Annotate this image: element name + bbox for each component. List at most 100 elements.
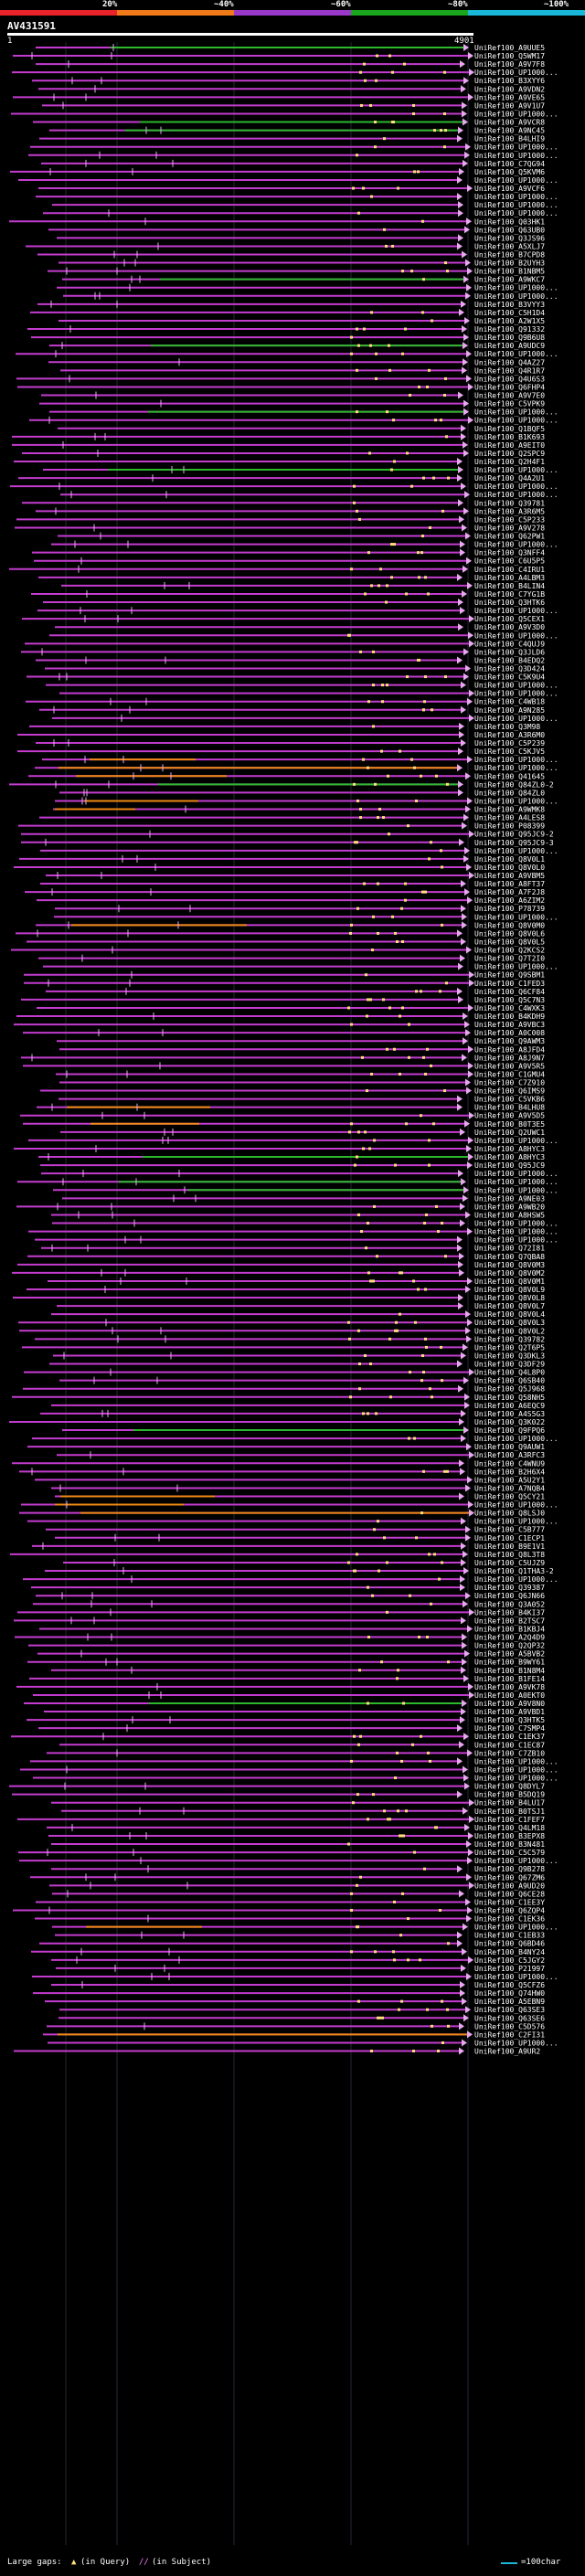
hit-label[interactable]: UniRef100_Q6ZQP4 (474, 1907, 545, 1915)
hit-label[interactable]: UniRef100_Q2KCS2 (474, 947, 545, 955)
hit-label[interactable]: UniRef100_B3XYY6 (474, 77, 545, 85)
hit-label[interactable]: UniRef100_Q3M98 (474, 723, 540, 731)
hit-label[interactable]: UniRef100_Q2H4F1 (474, 458, 545, 466)
hit-label[interactable]: UniRef100_A3R6M5 (474, 507, 545, 515)
hit-label[interactable]: UniRef100_C1FEF7 (474, 1816, 545, 1824)
hit-label[interactable]: UniRef100_Q6IMS9 (474, 1087, 545, 1096)
hit-label[interactable]: UniRef100_A6EQC9 (474, 1402, 545, 1410)
hit-label[interactable]: UniRef100_B4LHU8 (474, 1104, 545, 1112)
hit-label[interactable]: UniRef100_A8J9N7 (474, 1054, 545, 1062)
hit-label[interactable]: UniRef100_UP1000... (474, 1186, 558, 1194)
hit-label[interactable]: UniRef100_Q6JN66 (474, 1592, 545, 1600)
hit-label[interactable]: UniRef100_C4QUJ9 (474, 640, 545, 648)
hit-label[interactable]: UniRef100_UP1000... (474, 193, 558, 201)
hit-label[interactable]: UniRef100_UP1000... (474, 690, 558, 698)
hit-label[interactable]: UniRef100_UP1000... (474, 847, 558, 855)
hit-label[interactable]: UniRef100_Q58NH5 (474, 1394, 545, 1402)
hit-label[interactable]: UniRef100_A7F2J8 (474, 888, 545, 896)
hit-label[interactable]: UniRef100_Q95JC9-2 (474, 831, 554, 839)
hit-label[interactable]: UniRef100_C5UJZ9 (474, 1559, 545, 1567)
hit-label[interactable]: UniRef100_Q4AZ27 (474, 358, 545, 366)
hit-label[interactable]: UniRef100_A5BVB2 (474, 1650, 545, 1659)
hit-label[interactable]: UniRef100_UP1000... (474, 797, 558, 805)
hit-label[interactable]: UniRef100_Q1BQF5 (474, 425, 545, 433)
hit-label[interactable]: UniRef100_A9EIT0 (474, 441, 545, 450)
hit-label[interactable]: UniRef100_C1EC87 (474, 1741, 545, 1749)
hit-label[interactable]: UniRef100_A9V7F8 (474, 60, 545, 69)
hit-label[interactable]: UniRef100_Q3DKL3 (474, 1352, 545, 1360)
hit-label[interactable]: UniRef100_B0TSJ1 (474, 1807, 545, 1816)
hit-label[interactable]: UniRef100_Q5CY21 (474, 1493, 545, 1501)
hit-label[interactable]: UniRef100_C1EB33 (474, 1932, 545, 1940)
hit-label[interactable]: UniRef100_A9VDN2 (474, 85, 545, 93)
hit-label[interactable]: UniRef100_C7YG1B (474, 590, 545, 599)
hit-label[interactable]: UniRef100_Q9B6U8 (474, 334, 545, 342)
hit-label[interactable]: UniRef100_C2FI31 (474, 2030, 545, 2039)
hit-label[interactable]: UniRef100_UP1000... (474, 491, 558, 499)
hit-label[interactable]: UniRef100_Q6FHP4 (474, 383, 545, 391)
hit-label[interactable]: UniRef100_Q9AUW1 (474, 1443, 545, 1451)
hit-label[interactable]: UniRef100_A9VE65 (474, 93, 545, 101)
hit-label[interactable]: UniRef100_Q84ZL0 (474, 789, 545, 797)
hit-label[interactable]: UniRef100_Q8V0L1 (474, 855, 545, 864)
hit-label[interactable]: UniRef100_UP1000... (474, 963, 558, 971)
hit-label[interactable]: UniRef100_C1FED3 (474, 980, 545, 988)
hit-label[interactable]: UniRef100_C5C579 (474, 1849, 545, 1857)
hit-label[interactable]: UniRef100_UP1000... (474, 408, 558, 417)
hit-label[interactable]: UniRef100_C5JGY2 (474, 1956, 545, 1965)
hit-label[interactable]: UniRef100_Q2T6P5 (474, 1343, 545, 1352)
hit-label[interactable]: UniRef100_Q8V0M1 (474, 1277, 545, 1286)
hit-label[interactable]: UniRef100_UP1000... (474, 1178, 558, 1186)
hit-label[interactable]: UniRef100_A9UR2 (474, 2048, 540, 2056)
hit-label[interactable]: UniRef100_B4KI37 (474, 1608, 545, 1617)
hit-label[interactable]: UniRef100_B2UYH3 (474, 260, 545, 268)
hit-label[interactable]: UniRef100_B4NY24 (474, 1948, 545, 1956)
hit-label[interactable]: UniRef100_C1EE3Y (474, 1898, 545, 1906)
hit-label[interactable]: UniRef100_UP1000... (474, 350, 558, 358)
hit-label[interactable]: UniRef100_A5U2Y1 (474, 1476, 545, 1484)
hit-label[interactable]: UniRef100_C4IRU1 (474, 566, 545, 574)
hit-label[interactable]: UniRef100_Q84ZL0-2 (474, 780, 554, 789)
hit-label[interactable]: UniRef100_C7SMP4 (474, 1724, 545, 1733)
hit-label[interactable]: UniRef100_B1KBJ4 (474, 1625, 545, 1633)
hit-label[interactable]: UniRef100_Q8V0L3 (474, 1319, 545, 1327)
hit-label[interactable]: UniRef100_Q8V0L0 (474, 864, 545, 872)
hit-label[interactable]: UniRef100_UP1000... (474, 209, 558, 217)
hit-label[interactable]: UniRef100_A6ZIM2 (474, 896, 545, 905)
hit-label[interactable]: UniRef100_A8HYC3 (474, 1145, 545, 1153)
hit-label[interactable]: UniRef100_Q9AWM3 (474, 1037, 545, 1045)
hit-label[interactable]: UniRef100_Q95JC9-3 (474, 839, 554, 847)
hit-label[interactable]: UniRef100_Q8L3T8 (474, 1551, 545, 1559)
hit-label[interactable]: UniRef100_UP1000... (474, 913, 558, 921)
hit-label[interactable]: UniRef100_A3R6M0 (474, 731, 545, 739)
hit-label[interactable]: UniRef100_B4EDQ2 (474, 656, 545, 664)
hit-label[interactable]: UniRef100_C7QG94 (474, 160, 545, 168)
hit-label[interactable]: UniRef100_C1EK37 (474, 1733, 545, 1741)
hit-label[interactable]: UniRef100_A9UDC9 (474, 342, 545, 350)
hit-label[interactable]: UniRef100_Q03HK1 (474, 217, 545, 226)
hit-label[interactable]: UniRef100_Q2UWC1 (474, 1129, 545, 1137)
hit-label[interactable]: UniRef100_B0T3E5 (474, 1120, 545, 1129)
hit-label[interactable]: UniRef100_Q4U6S3 (474, 375, 545, 383)
hit-label[interactable]: UniRef100_Q8V0L4 (474, 1310, 545, 1319)
hit-label[interactable]: UniRef100_Q8V0L5 (474, 938, 545, 946)
hit-label[interactable]: UniRef100_UP1000... (474, 1435, 558, 1443)
hit-label[interactable]: UniRef100_UP1000... (474, 1757, 558, 1765)
hit-label[interactable]: UniRef100_B3EPX8 (474, 1832, 545, 1840)
hit-label[interactable]: UniRef100_UP1000... (474, 284, 558, 292)
hit-label[interactable]: UniRef100_Q39782 (474, 1335, 545, 1343)
hit-label[interactable]: UniRef100_Q63SE6 (474, 2014, 545, 2022)
hit-label[interactable]: UniRef100_Q8V0M3 (474, 1261, 545, 1269)
hit-label[interactable]: UniRef100_A7NQB4 (474, 1484, 545, 1492)
hit-label[interactable]: UniRef100_Q39781 (474, 499, 545, 507)
hit-label[interactable]: UniRef100_A9WB20 (474, 1203, 545, 1211)
hit-label[interactable]: UniRef100_A9V1U7 (474, 101, 545, 110)
hit-label[interactable]: UniRef100_B2TSC7 (474, 1617, 545, 1625)
hit-label[interactable]: UniRef100_Q6BD46 (474, 1940, 545, 1948)
hit-label[interactable]: UniRef100_A9WMK8 (474, 806, 545, 814)
hit-label[interactable]: UniRef100_A9VBC3 (474, 1021, 545, 1029)
hit-label[interactable]: UniRef100_B1N8M4 (474, 1667, 545, 1675)
hit-label[interactable]: UniRef100_UP1000... (474, 764, 558, 772)
hit-label[interactable]: UniRef100_C1ECP1 (474, 1534, 545, 1542)
hit-label[interactable]: UniRef100_Q2QP32 (474, 1642, 545, 1650)
